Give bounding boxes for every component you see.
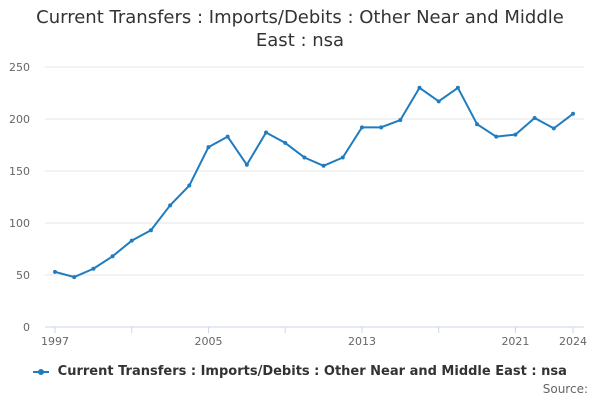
- data-point-1997[interactable]: [53, 269, 57, 274]
- data-point-2010[interactable]: [302, 155, 307, 160]
- legend[interactable]: Current Transfers : Imports/Debits : Oth…: [0, 364, 600, 379]
- data-point-2017[interactable]: [436, 99, 441, 104]
- data-point-2019[interactable]: [475, 122, 480, 127]
- data-point-2020[interactable]: [494, 134, 499, 139]
- data-point-2009[interactable]: [283, 140, 288, 145]
- data-point-2015[interactable]: [398, 118, 403, 123]
- data-point-2005[interactable]: [206, 145, 211, 150]
- data-point-2000[interactable]: [110, 254, 115, 259]
- x-tick-label-2005: 2005: [194, 335, 222, 348]
- data-point-2003[interactable]: [168, 203, 173, 208]
- x-tick-label-2024: 2024: [559, 335, 587, 348]
- series-layer: [53, 85, 575, 280]
- data-point-2012[interactable]: [340, 155, 345, 160]
- x-axis-labels: 1997 2005 2013 2021 2024: [41, 335, 587, 348]
- y-tick-label-100: 100: [9, 217, 30, 230]
- y-tick-label-200: 200: [9, 113, 30, 126]
- data-point-2001[interactable]: [129, 238, 134, 243]
- chart-title: Current Transfers : Imports/Debits : Oth…: [0, 6, 600, 52]
- data-point-2023[interactable]: [551, 126, 556, 131]
- data-point-2011[interactable]: [321, 163, 326, 168]
- data-point-2014[interactable]: [379, 125, 384, 130]
- data-point-1999[interactable]: [91, 266, 96, 271]
- data-point-2008[interactable]: [264, 130, 269, 135]
- data-point-1998[interactable]: [72, 275, 77, 280]
- data-point-2004[interactable]: [187, 183, 192, 188]
- data-point-2022[interactable]: [532, 115, 537, 120]
- y-tick-label-0: 0: [23, 321, 30, 334]
- data-point-2018[interactable]: [455, 85, 460, 90]
- data-point-2021[interactable]: [513, 132, 518, 137]
- grid-lines: [45, 66, 584, 276]
- legend-label: Current Transfers : Imports/Debits : Oth…: [57, 364, 567, 379]
- x-tick-label-2021: 2021: [501, 335, 529, 348]
- series-line-0: [54, 86, 574, 279]
- chart-title-line-1: Current Transfers : Imports/Debits : Oth…: [36, 7, 564, 28]
- data-point-2016[interactable]: [417, 85, 422, 90]
- data-point-2002[interactable]: [148, 228, 153, 233]
- x-tick-label-1997: 1997: [41, 335, 69, 348]
- source-label: Source:: [542, 382, 588, 396]
- y-tick-label-250: 250: [9, 61, 30, 74]
- data-point-2024[interactable]: [571, 111, 575, 116]
- data-point-2007[interactable]: [244, 162, 249, 167]
- chart-title-line-2: East : nsa: [255, 30, 345, 51]
- data-point-2013[interactable]: [359, 125, 364, 130]
- x-tick-label-2013: 2013: [348, 335, 376, 348]
- legend-line-symbol: [33, 367, 50, 377]
- y-tick-label-50: 50: [16, 269, 30, 282]
- x-axis: [45, 326, 584, 333]
- y-axis-labels: 0 50 100 150 200 250: [9, 61, 30, 334]
- data-point-2006[interactable]: [225, 134, 230, 139]
- y-tick-label-150: 150: [9, 165, 30, 178]
